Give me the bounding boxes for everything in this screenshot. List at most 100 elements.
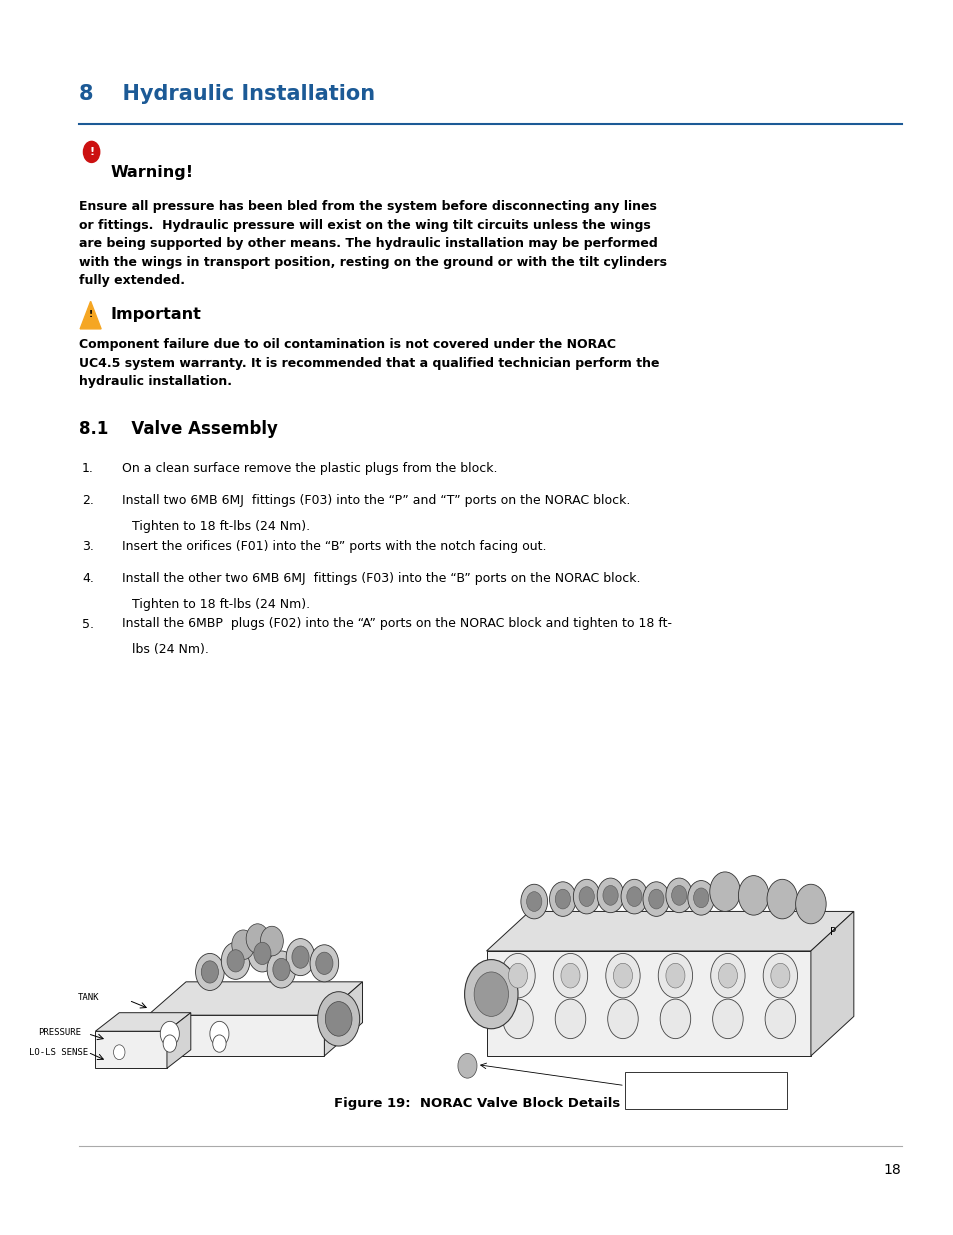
Circle shape xyxy=(474,972,508,1016)
Circle shape xyxy=(687,881,714,915)
Text: Insert the orifices (F01) into the “B” ports with the notch facing out.: Insert the orifices (F01) into the “B” p… xyxy=(122,540,546,553)
Polygon shape xyxy=(95,1013,191,1031)
Circle shape xyxy=(195,953,224,990)
Circle shape xyxy=(770,963,789,988)
Circle shape xyxy=(712,999,742,1039)
Polygon shape xyxy=(167,1013,191,1068)
Circle shape xyxy=(560,963,579,988)
Circle shape xyxy=(762,953,797,998)
Text: Figure 19:  NORAC Valve Block Details: Figure 19: NORAC Valve Block Details xyxy=(334,1097,619,1110)
Circle shape xyxy=(764,999,795,1039)
Text: TANK: TANK xyxy=(78,993,100,1003)
Text: LINE ORIFICE
NOTCH FACING OUT: LINE ORIFICE NOTCH FACING OUT xyxy=(668,1078,742,1098)
Circle shape xyxy=(710,953,744,998)
Text: On a clean surface remove the plastic plugs from the block.: On a clean surface remove the plastic pl… xyxy=(122,462,497,475)
Circle shape xyxy=(325,1002,352,1036)
Circle shape xyxy=(292,946,309,968)
Polygon shape xyxy=(148,1015,324,1056)
Text: 2.: 2. xyxy=(82,494,93,508)
Circle shape xyxy=(555,999,585,1039)
Text: 3.: 3. xyxy=(82,540,93,553)
Circle shape xyxy=(273,958,290,981)
Text: Important: Important xyxy=(111,308,201,322)
Polygon shape xyxy=(486,951,810,1056)
Text: PRESSURE: PRESSURE xyxy=(38,1028,81,1037)
Polygon shape xyxy=(486,911,853,951)
Text: 1.: 1. xyxy=(82,462,93,475)
Circle shape xyxy=(232,930,254,960)
Circle shape xyxy=(620,879,647,914)
Text: P: P xyxy=(829,927,836,937)
Circle shape xyxy=(315,952,333,974)
Circle shape xyxy=(642,882,669,916)
Polygon shape xyxy=(324,982,362,1056)
Circle shape xyxy=(160,1021,179,1046)
Bar xyxy=(624,1072,786,1109)
Text: LO-LS SENSE: LO-LS SENSE xyxy=(29,1047,88,1057)
Circle shape xyxy=(260,926,283,956)
Text: 4.: 4. xyxy=(82,572,93,585)
Text: 18: 18 xyxy=(882,1163,901,1177)
Circle shape xyxy=(457,1053,476,1078)
Circle shape xyxy=(607,999,638,1039)
Circle shape xyxy=(659,999,690,1039)
Polygon shape xyxy=(810,911,853,1056)
Text: 8.1    Valve Assembly: 8.1 Valve Assembly xyxy=(79,420,277,438)
Circle shape xyxy=(613,963,632,988)
Circle shape xyxy=(221,942,250,979)
Circle shape xyxy=(549,882,576,916)
Circle shape xyxy=(317,992,359,1046)
Circle shape xyxy=(210,1021,229,1046)
Text: !: ! xyxy=(89,147,94,157)
Text: Install the 6MBP  plugs (F02) into the “A” ports on the NORAC block and tighten : Install the 6MBP plugs (F02) into the “A… xyxy=(122,618,672,631)
Circle shape xyxy=(602,885,618,905)
Circle shape xyxy=(227,950,244,972)
Circle shape xyxy=(555,889,570,909)
Polygon shape xyxy=(148,982,362,1015)
Circle shape xyxy=(502,999,533,1039)
Circle shape xyxy=(83,141,100,163)
Polygon shape xyxy=(80,301,101,329)
Circle shape xyxy=(658,953,692,998)
Circle shape xyxy=(248,935,276,972)
Text: Warning!: Warning! xyxy=(111,165,193,180)
Circle shape xyxy=(766,879,797,919)
Circle shape xyxy=(246,924,269,953)
Circle shape xyxy=(508,963,527,988)
Circle shape xyxy=(201,961,218,983)
Circle shape xyxy=(597,878,623,913)
Circle shape xyxy=(709,872,740,911)
Circle shape xyxy=(578,887,594,906)
Circle shape xyxy=(253,942,271,965)
Text: Install the other two 6MB 6MJ  fittings (F03) into the “B” ports on the NORAC bl: Install the other two 6MB 6MJ fittings (… xyxy=(122,572,640,585)
Circle shape xyxy=(267,951,295,988)
Text: Tighten to 18 ft-lbs (24 Nm).: Tighten to 18 ft-lbs (24 Nm). xyxy=(132,520,310,534)
Circle shape xyxy=(693,888,708,908)
Circle shape xyxy=(718,963,737,988)
Circle shape xyxy=(665,963,684,988)
Circle shape xyxy=(113,1045,125,1060)
Circle shape xyxy=(500,953,535,998)
Circle shape xyxy=(626,887,641,906)
Circle shape xyxy=(553,953,587,998)
Circle shape xyxy=(163,1035,176,1052)
Circle shape xyxy=(665,878,692,913)
Circle shape xyxy=(671,885,686,905)
Circle shape xyxy=(310,945,338,982)
Circle shape xyxy=(520,884,547,919)
Text: Ensure all pressure has been bled from the system before disconnecting any lines: Ensure all pressure has been bled from t… xyxy=(79,200,666,287)
Circle shape xyxy=(738,876,768,915)
Circle shape xyxy=(286,939,314,976)
Circle shape xyxy=(526,892,541,911)
Circle shape xyxy=(605,953,639,998)
Circle shape xyxy=(648,889,663,909)
Text: !: ! xyxy=(89,310,92,319)
Text: Install two 6MB 6MJ  fittings (F03) into the “P” and “T” ports on the NORAC bloc: Install two 6MB 6MJ fittings (F03) into … xyxy=(122,494,630,508)
Circle shape xyxy=(795,884,825,924)
Polygon shape xyxy=(95,1031,167,1068)
Circle shape xyxy=(573,879,599,914)
Text: lbs (24 Nm).: lbs (24 Nm). xyxy=(132,643,209,657)
Text: 5.: 5. xyxy=(82,618,94,631)
Text: Tighten to 18 ft-lbs (24 Nm).: Tighten to 18 ft-lbs (24 Nm). xyxy=(132,598,310,611)
Circle shape xyxy=(464,960,517,1029)
